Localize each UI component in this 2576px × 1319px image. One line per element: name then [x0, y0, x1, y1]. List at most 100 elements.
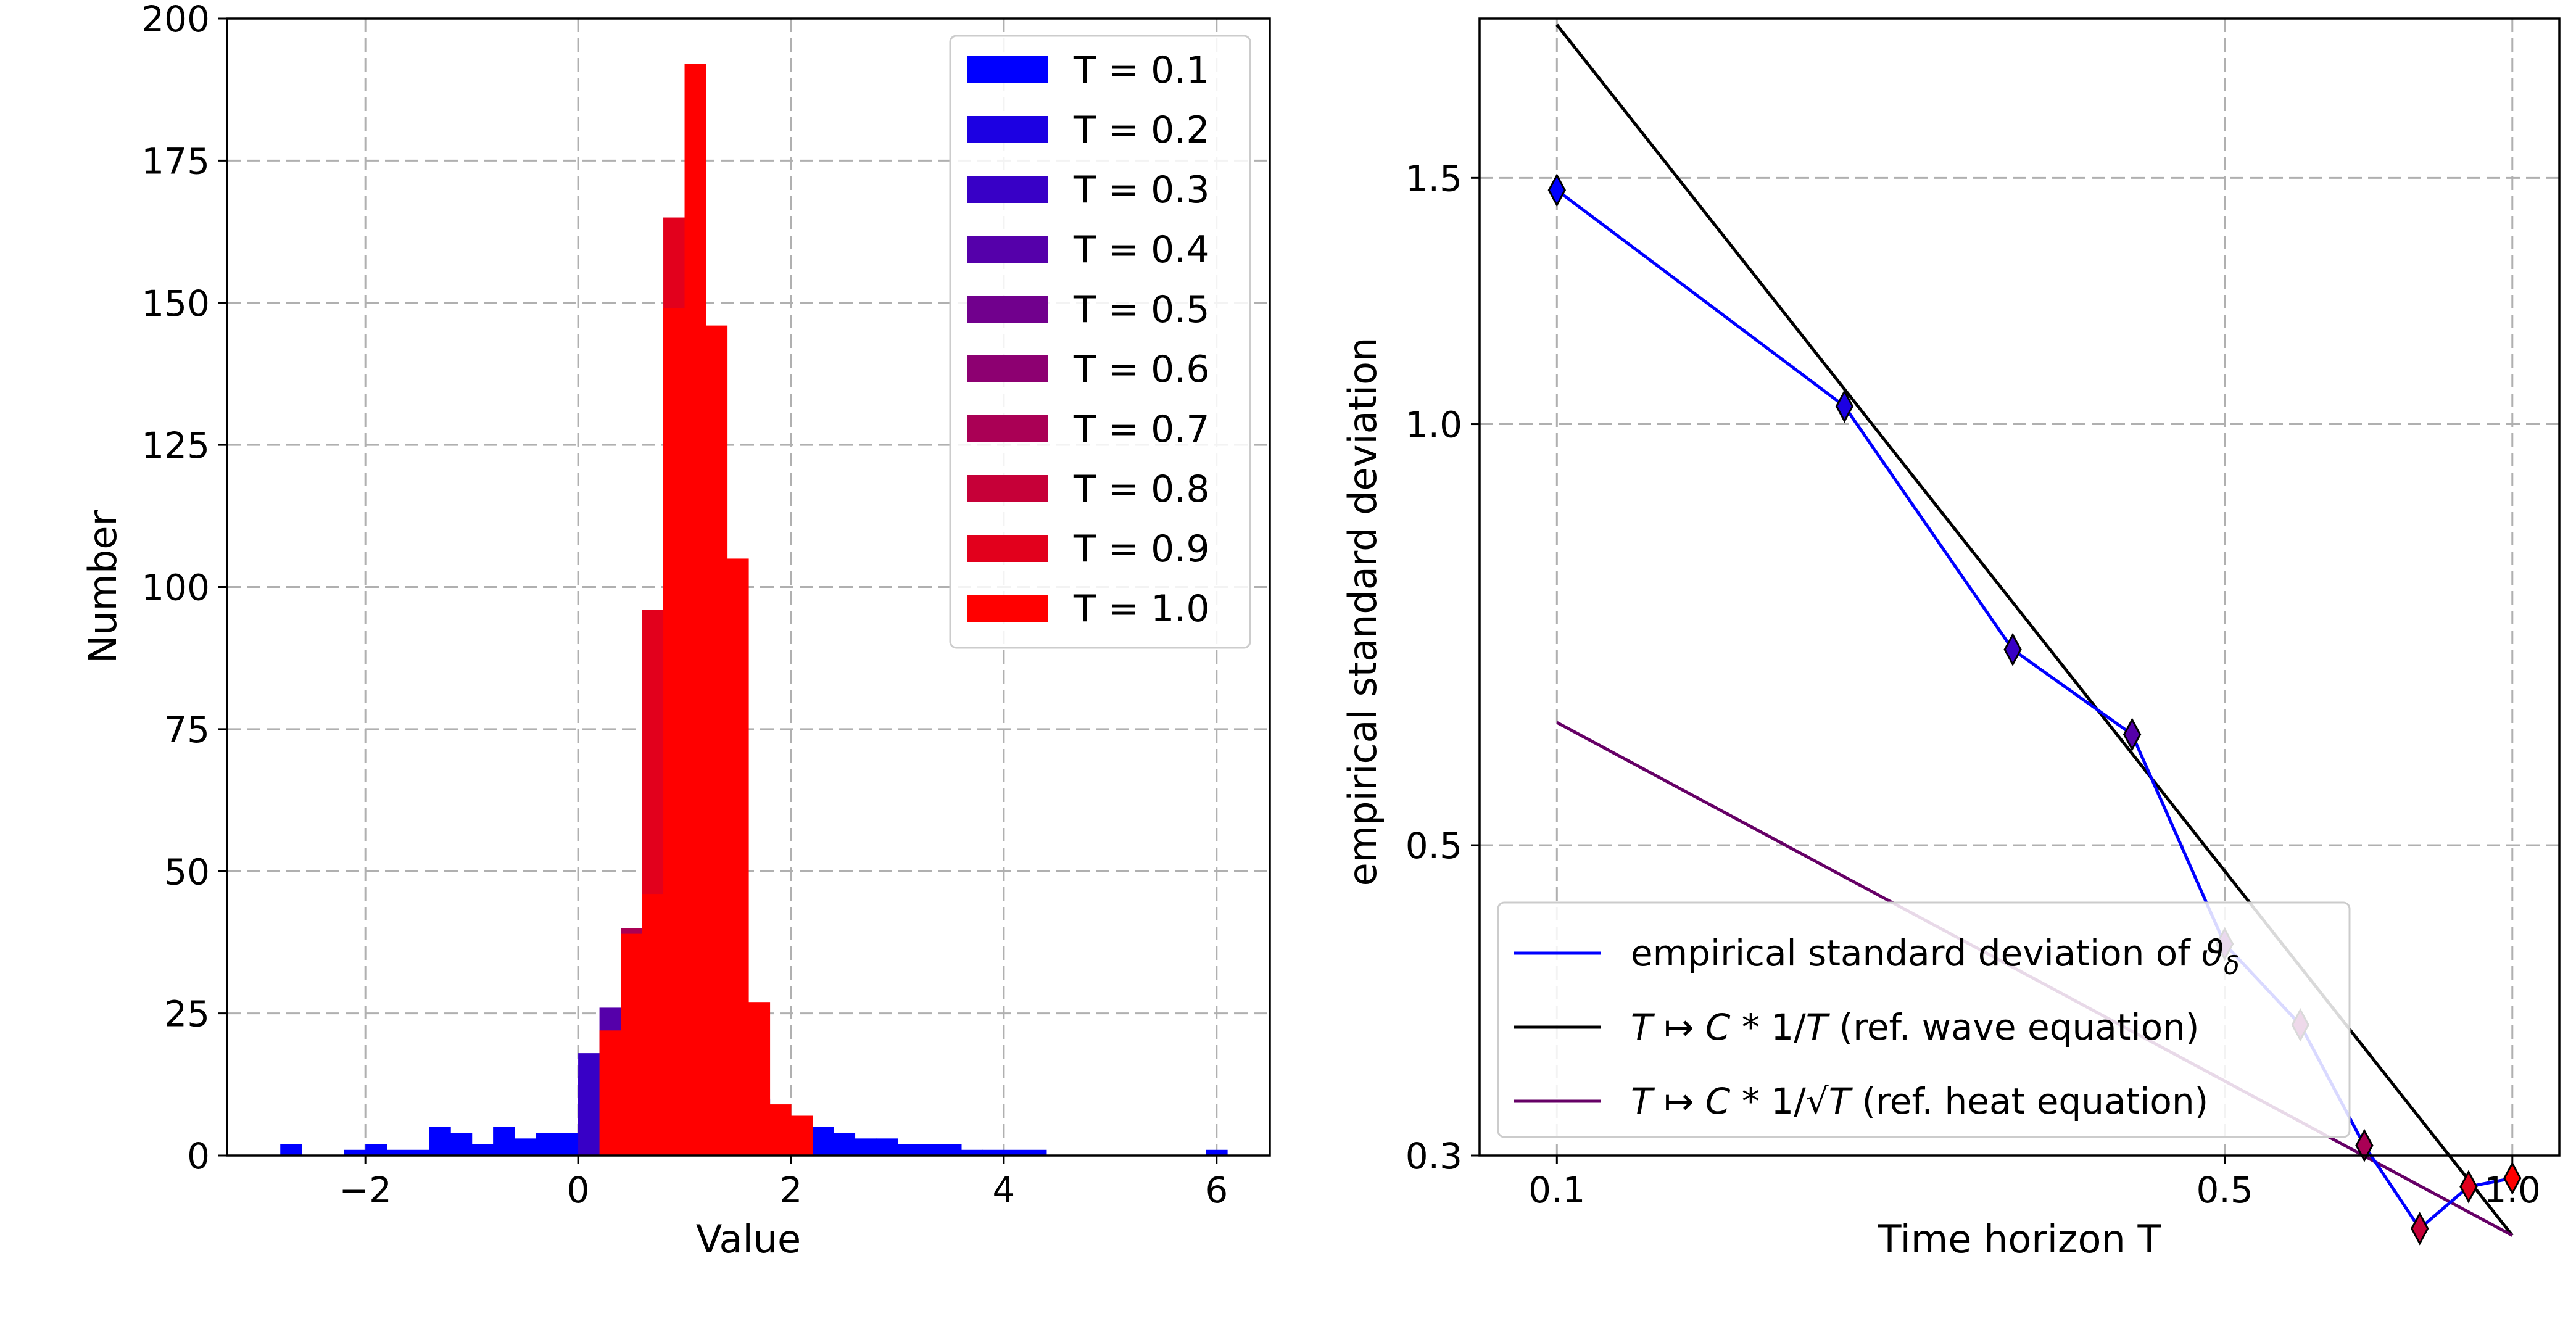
- legend-label: T = 0.4: [1073, 228, 1210, 271]
- histogram-bar: [982, 1149, 1004, 1156]
- legend-label: T = 0.9: [1073, 527, 1210, 571]
- axes-frame: [1478, 17, 2561, 1157]
- histogram-bar: [493, 1127, 515, 1156]
- legend-swatch: [967, 56, 1048, 83]
- histogram-bar: [812, 1127, 834, 1156]
- histogram-bar: [386, 1149, 408, 1156]
- data-point-marker: [2123, 717, 2142, 751]
- legend-swatch: [967, 535, 1048, 562]
- x-tick-label: 0.5: [2197, 1169, 2253, 1211]
- histogram-bar: [748, 1002, 771, 1156]
- histogram-bar: [706, 325, 728, 1156]
- legend-label: T = 1.0: [1073, 587, 1210, 631]
- x-tick-label: 0: [567, 1169, 590, 1211]
- y-tick-label: 0: [187, 1135, 210, 1177]
- legend-swatch: [967, 236, 1048, 263]
- legend-label-segment: C: [1705, 1006, 1731, 1048]
- y-tick-label: 125: [141, 424, 210, 466]
- legend-swatch: [967, 116, 1048, 143]
- histogram-bar: [918, 1144, 941, 1156]
- histogram-bar: [684, 64, 706, 1156]
- histogram-bar: [578, 1053, 600, 1156]
- y-tick-label: 0.5: [1406, 825, 1462, 867]
- histogram-bar: [1003, 1149, 1025, 1156]
- histogram-bar: [471, 1144, 494, 1156]
- histogram-bar: [599, 1030, 621, 1156]
- legend-label: T ↦ C * 1/√T (ref. heat equation): [1631, 1080, 2208, 1122]
- legend-label-segment: T: [1806, 1006, 1831, 1048]
- histogram-bar: [876, 1138, 898, 1156]
- legend-label: T = 0.2: [1073, 109, 1210, 152]
- legend-label-segment: T: [1829, 1080, 1853, 1122]
- histogram-bar: [663, 308, 685, 1156]
- x-axis-label: Value: [696, 1217, 801, 1262]
- histogram-bar: [790, 1115, 813, 1156]
- legend-swatch: [967, 475, 1048, 502]
- histogram-bar: [940, 1144, 962, 1156]
- legend-label: T = 0.8: [1073, 468, 1210, 511]
- std-dev-panel: 0.1 0.5 1.0 0.3 0.5 1.0 1.5 Time horizon T empir…: [1340, 17, 2561, 1262]
- y-axis-label: Number: [80, 510, 125, 664]
- legend-label-text: empirical standard deviation of: [1631, 932, 2201, 974]
- legend-label: empirical standard deviation of ϑδ: [1631, 932, 2240, 980]
- data-point-marker: [2355, 1128, 2374, 1162]
- legend-label-segment: T: [1631, 1006, 1655, 1048]
- y-tick-label: 200: [141, 0, 210, 40]
- histogram-bar: [450, 1133, 473, 1156]
- histogram-bar: [642, 894, 664, 1156]
- legend-label-segment: ↦: [1652, 1006, 1705, 1048]
- legend-label-segment: (ref. wave equation): [1828, 1006, 2199, 1048]
- legend-label-segment: C: [1705, 1080, 1731, 1122]
- legend-theta-symbol: ϑ: [2201, 932, 2224, 974]
- histogram-bar: [1025, 1149, 1047, 1156]
- data-point-marker: [1547, 173, 1567, 207]
- histogram-bar: [344, 1149, 366, 1156]
- y-axis-label: empirical standard deviation: [1340, 337, 1385, 887]
- histogram-bar: [727, 558, 749, 1156]
- data-point-marker: [2459, 1170, 2478, 1204]
- legend-swatch: [967, 176, 1048, 203]
- legend-label: T ↦ C * 1/T (ref. wave equation): [1631, 1006, 2200, 1048]
- x-tick-label: 4: [992, 1169, 1015, 1211]
- histogram-bar: [536, 1133, 558, 1156]
- y-tick-label: 25: [164, 993, 210, 1035]
- histogram-bar: [408, 1149, 430, 1156]
- x-tick-label: −2: [339, 1169, 392, 1211]
- legend-label-segment: * 1/√: [1730, 1080, 1828, 1122]
- histogram-bar: [514, 1138, 536, 1156]
- legend-label: T = 0.5: [1073, 288, 1210, 331]
- histogram-panel: −2 0 2 4 6 0 25 50 75 100 125 150 175 200 Value Number T…: [80, 0, 1271, 1262]
- legend-label-segment: T: [1631, 1080, 1655, 1122]
- data-point-marker: [2003, 632, 2022, 667]
- y-tick-label: 50: [164, 851, 210, 893]
- histogram-bar: [897, 1144, 919, 1156]
- histogram-bar: [365, 1144, 387, 1156]
- histogram-bar: [855, 1138, 877, 1156]
- histogram-bar: [769, 1104, 792, 1156]
- legend-label: T = 0.3: [1073, 168, 1210, 212]
- x-tick-label: 6: [1205, 1169, 1228, 1211]
- y-tick-label: 1.0: [1406, 404, 1462, 446]
- histogram-bar: [429, 1127, 451, 1156]
- data-point-marker: [2411, 1212, 2429, 1246]
- legend-label-segment: ↦: [1652, 1080, 1705, 1122]
- y-tick-label: 0.3: [1406, 1135, 1462, 1177]
- legend-swatch: [967, 595, 1048, 622]
- histogram-bar: [557, 1133, 579, 1156]
- histogram-bar: [961, 1149, 983, 1156]
- legend-label: T = 0.7: [1073, 408, 1210, 451]
- legend-swatch: [967, 355, 1048, 382]
- legend-swatch: [967, 415, 1048, 442]
- histogram-bar: [1206, 1149, 1228, 1156]
- histogram-bar: [280, 1144, 302, 1156]
- legend-label: T = 0.6: [1073, 348, 1210, 391]
- histogram-bar: [833, 1133, 856, 1156]
- legend-swatch: [967, 296, 1048, 323]
- legend-label-segment: * 1/: [1730, 1006, 1806, 1048]
- x-tick-label: 1.0: [2484, 1169, 2541, 1211]
- y-tick-label: 1.5: [1406, 157, 1462, 199]
- x-tick-label: 2: [780, 1169, 803, 1211]
- legend-label: T = 0.1: [1073, 49, 1210, 92]
- data-point-marker: [1835, 389, 1854, 423]
